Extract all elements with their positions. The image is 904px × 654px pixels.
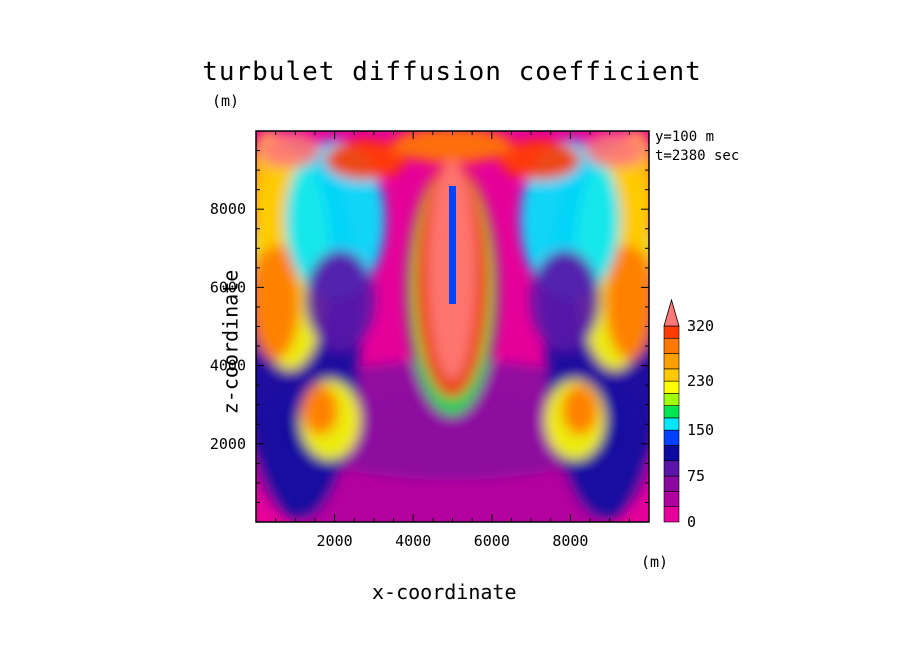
colorbar-band-11 [663,353,680,370]
field-blob-24 [260,132,320,168]
colorbar-label-0: 0 [687,513,696,531]
colorbar-band-1 [663,491,680,507]
colorbar-label-3: 230 [687,372,714,390]
y-tick-label-3: 8000 [210,200,246,218]
colorbar-label-1: 75 [687,467,705,485]
y-tick-label-2: 6000 [210,278,246,296]
field-blob-16 [302,385,338,435]
x-tick-label-2: 6000 [474,532,510,550]
colorbar-band-12 [663,337,680,354]
x-tick-label-3: 8000 [552,532,588,550]
field-blob-21 [325,140,405,180]
field-blob-17 [562,385,598,435]
colorbar-band-6 [663,417,680,431]
field-blob-22 [500,140,580,180]
y-tick-label-0: 2000 [210,435,246,453]
plume-core [449,186,456,304]
annotation-time: t=2380 sec [655,148,740,164]
field-blob-7 [605,240,649,360]
chart-title: turbulet diffusion coefficient [202,57,702,87]
colorbar-band-10 [663,368,680,382]
field-blob-1 [262,360,642,480]
field-blob-13 [530,250,600,350]
annotation-y: y=100 m [655,129,715,145]
field-blob-12 [305,250,375,350]
z-unit-label: (m) [212,92,240,110]
colorbar-label-4: 320 [687,317,714,335]
colorbar-band-9 [663,380,680,394]
colorbar-band-5 [663,429,680,446]
field-blob-23 [392,131,512,163]
colorbar-band-0 [663,506,680,523]
field-blob-6 [256,240,300,360]
field-blobs [256,131,649,522]
y-tick-label-1: 4000 [210,357,246,375]
x-unit-label: (m) [641,553,669,571]
colorbar-band-8 [663,393,680,406]
field-blob-25 [585,132,645,168]
colorbar-extend-arrow [663,298,680,327]
colorbar-band-4 [663,445,680,462]
x-axis-ticks: 2000 4000 6000 8000 [275,131,630,550]
y-axis-ticks: 2000 4000 6000 8000 [210,150,649,503]
colorbar: 0 75 150 230 320 [663,298,714,531]
x-axis-label: x-coordinate [372,580,517,604]
colorbar-band-2 [663,475,680,492]
colorbar-band-13 [663,325,680,339]
colorbar-band-3 [663,460,680,477]
contour-field [256,131,649,522]
colorbar-label-2: 150 [687,421,714,439]
x-tick-label-1: 4000 [395,532,431,550]
colorbar-band-7 [663,405,680,419]
x-tick-label-0: 2000 [317,532,353,550]
